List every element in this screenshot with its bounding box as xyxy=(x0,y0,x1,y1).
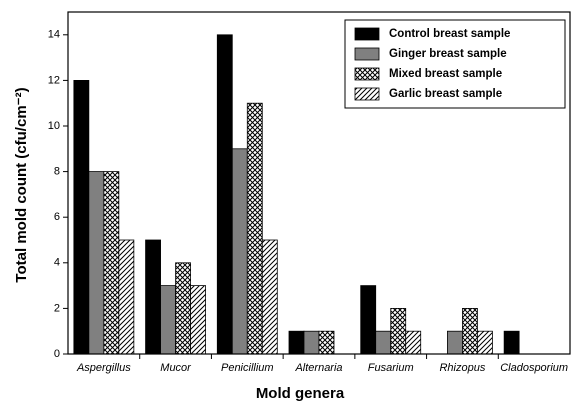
y-tick-label: 0 xyxy=(54,348,60,360)
legend-label: Ginger breast sample xyxy=(389,48,507,60)
bar xyxy=(175,262,191,355)
bar xyxy=(375,330,392,355)
x-tick-label: Mucor xyxy=(160,362,192,374)
x-axis-label: Mold genera xyxy=(256,385,345,402)
legend-swatch xyxy=(354,27,380,41)
x-tick-label: Rhizopus xyxy=(439,362,485,374)
y-tick-label: 6 xyxy=(54,211,60,223)
bar xyxy=(118,239,135,355)
legend-label: Control breast sample xyxy=(389,28,510,40)
plot-frame xyxy=(67,11,571,355)
bar xyxy=(447,330,463,355)
bar xyxy=(231,148,248,355)
bar xyxy=(246,102,263,355)
legend-swatch xyxy=(354,87,380,101)
bar xyxy=(73,80,90,355)
y-tick-label: 4 xyxy=(54,257,60,269)
bar xyxy=(261,239,278,355)
bar xyxy=(303,330,320,355)
x-tick-label: Aspergillus xyxy=(76,362,131,374)
bar xyxy=(462,307,478,355)
bar xyxy=(503,330,520,355)
bar xyxy=(477,330,493,355)
y-tick-label: 2 xyxy=(54,302,60,314)
legend-label: Mixed breast sample xyxy=(389,68,502,80)
y-tick-label: 8 xyxy=(54,166,60,178)
x-tick-label: Fusarium xyxy=(368,362,414,374)
x-tick-label: Cladosporium xyxy=(500,362,568,374)
bar xyxy=(190,285,206,355)
legend-swatch xyxy=(354,67,380,81)
y-tick-label: 14 xyxy=(48,29,60,41)
bar xyxy=(288,330,305,355)
x-tick-label: Alternaria xyxy=(294,362,342,374)
x-tick-label: Penicillium xyxy=(221,362,274,374)
legend-label: Garlic breast sample xyxy=(389,88,502,100)
bar xyxy=(145,239,161,355)
y-tick-label: 10 xyxy=(48,120,60,132)
bar xyxy=(160,285,176,355)
bar xyxy=(390,307,407,355)
bar xyxy=(405,330,422,355)
bar xyxy=(360,285,377,355)
bar xyxy=(216,34,233,355)
legend-swatch xyxy=(354,47,380,61)
bar xyxy=(88,171,105,355)
bar xyxy=(318,330,335,355)
y-axis-label: Total mold count (cfu/cm⁻²) xyxy=(13,87,30,282)
bar xyxy=(103,171,120,355)
legend-box xyxy=(344,19,566,109)
y-tick-label: 12 xyxy=(48,74,60,86)
